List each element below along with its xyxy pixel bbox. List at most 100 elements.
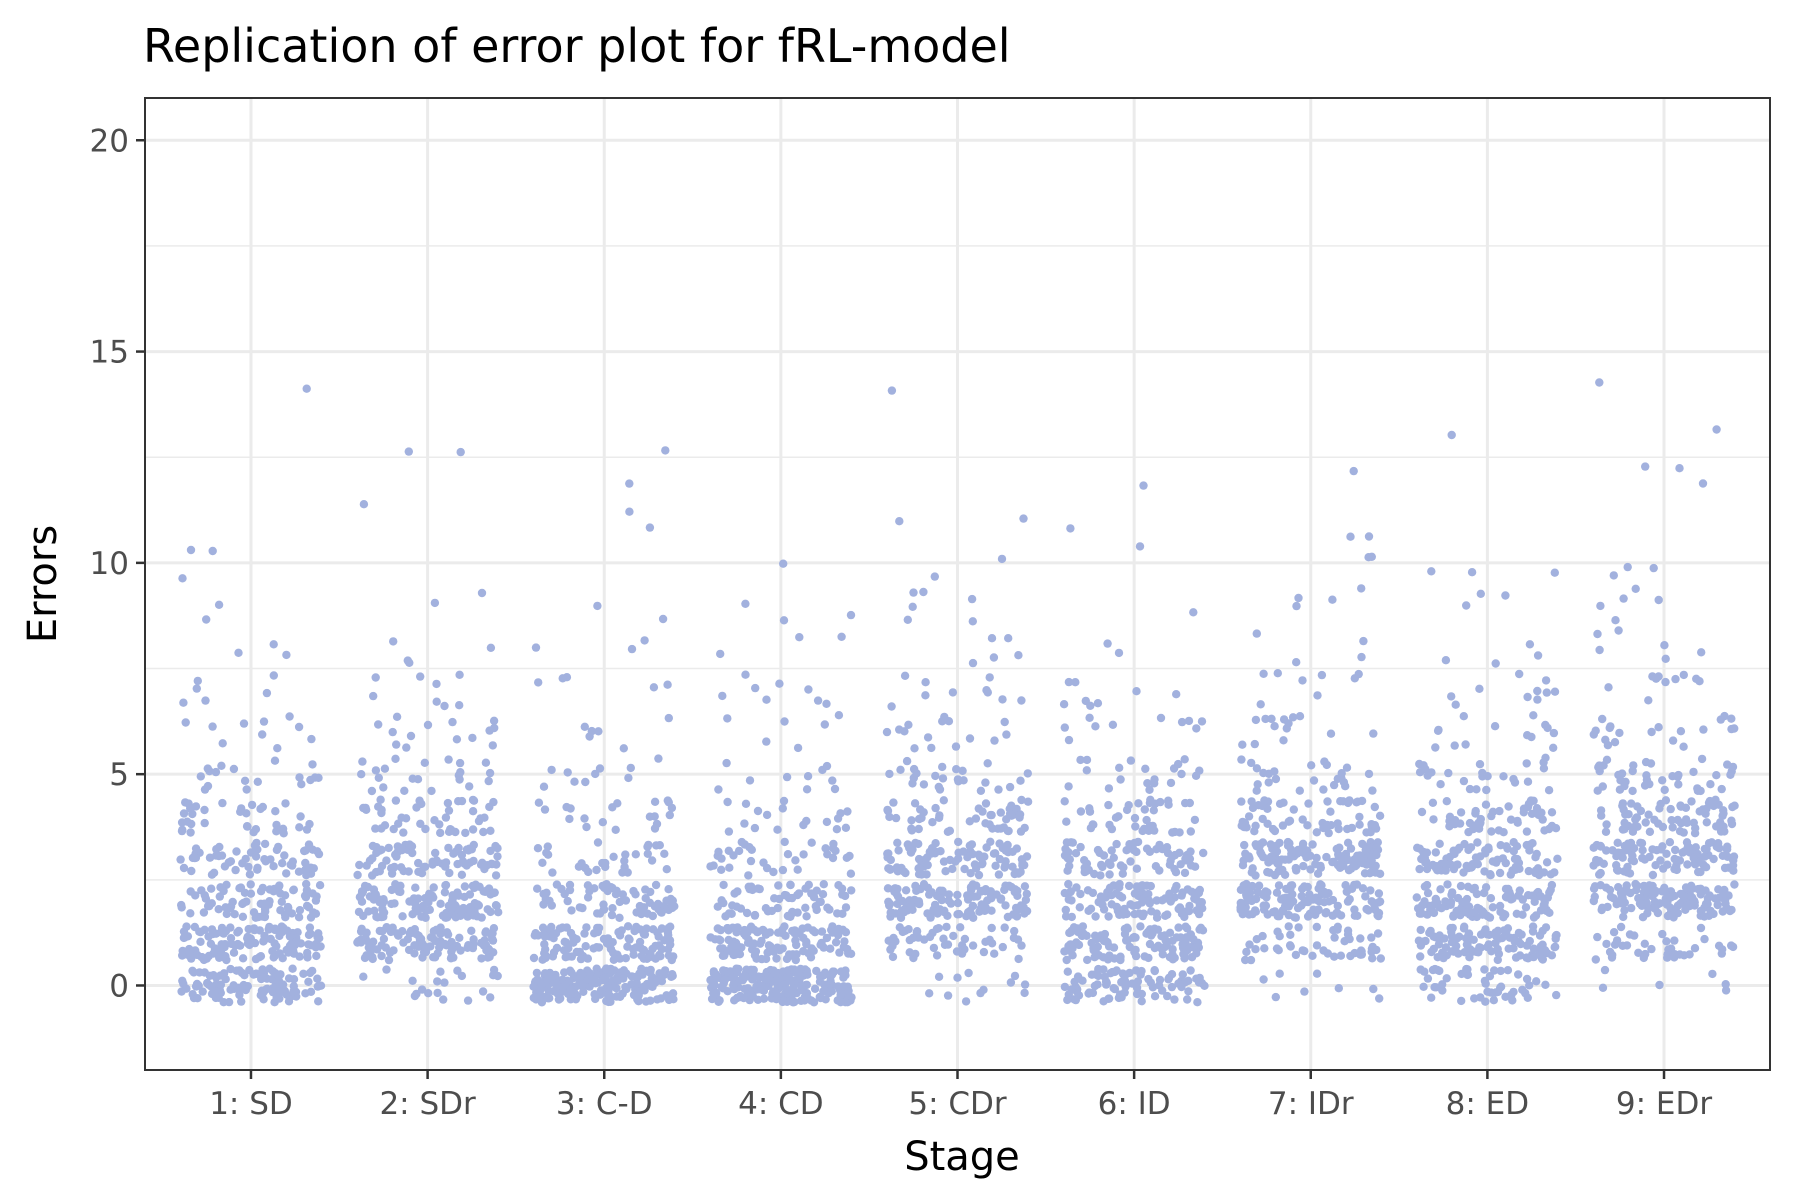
- x-axis-title: Stage: [904, 1134, 1020, 1180]
- data-point: [716, 925, 725, 935]
- data-point: [1522, 974, 1532, 984]
- data-point: [995, 854, 1004, 864]
- data-point: [1059, 700, 1069, 709]
- data-point: [593, 838, 603, 847]
- data-point: [653, 899, 663, 909]
- data-point: [839, 969, 849, 978]
- data-point: [1095, 848, 1104, 858]
- data-point: [1612, 865, 1622, 874]
- data-point: [1071, 849, 1081, 858]
- data-point: [1019, 514, 1028, 523]
- data-point: [1648, 845, 1657, 854]
- data-point: [590, 929, 599, 938]
- data-point: [1016, 776, 1025, 785]
- data-point: [641, 894, 650, 903]
- data-point: [815, 992, 824, 1002]
- data-point: [1552, 990, 1561, 1000]
- data-point: [272, 827, 281, 836]
- data-point: [1600, 965, 1610, 975]
- data-point: [779, 559, 788, 568]
- data-point: [1190, 815, 1200, 825]
- data-point: [968, 617, 977, 626]
- data-point: [585, 969, 595, 978]
- data-point: [1008, 847, 1017, 856]
- data-point: [887, 386, 897, 395]
- data-point: [766, 942, 775, 951]
- data-point: [896, 765, 905, 774]
- data-point: [978, 859, 987, 868]
- data-point: [1264, 778, 1273, 787]
- data-point: [1654, 723, 1663, 732]
- data-point: [1616, 888, 1626, 898]
- data-point: [457, 796, 467, 806]
- data-point: [1192, 895, 1201, 904]
- data-point: [1314, 905, 1323, 914]
- data-point: [1655, 980, 1664, 990]
- data-point: [1087, 938, 1096, 948]
- data-point: [1372, 843, 1381, 852]
- data-point: [1483, 942, 1492, 952]
- data-point: [1480, 867, 1489, 876]
- data-point: [762, 695, 771, 704]
- data-point: [907, 826, 917, 835]
- data-point: [1514, 970, 1523, 979]
- data-point: [639, 982, 648, 991]
- data-point: [1313, 869, 1323, 878]
- data-point: [186, 909, 195, 918]
- data-point: [1074, 940, 1084, 950]
- data-point: [217, 761, 226, 770]
- data-point: [1513, 854, 1522, 864]
- data-point: [706, 933, 715, 942]
- data-point: [427, 786, 436, 796]
- data-point: [1713, 900, 1722, 910]
- data-point: [772, 954, 781, 963]
- data-point: [981, 819, 990, 828]
- data-point: [888, 952, 898, 962]
- data-point: [1180, 868, 1190, 878]
- data-point: [361, 803, 370, 813]
- data-point: [1435, 936, 1444, 945]
- data-point: [542, 888, 551, 897]
- data-point: [389, 637, 398, 646]
- data-point: [1708, 969, 1717, 979]
- data-point: [734, 846, 744, 856]
- data-point: [1151, 799, 1160, 808]
- data-point: [1259, 975, 1268, 984]
- data-point: [1501, 858, 1511, 868]
- data-point: [1645, 827, 1655, 836]
- data-point: [455, 933, 464, 942]
- data-point: [1076, 807, 1086, 816]
- data-point: [719, 898, 728, 908]
- data-point: [533, 884, 542, 893]
- data-point: [1286, 845, 1296, 854]
- data-point: [264, 900, 273, 909]
- data-point: [1369, 898, 1378, 908]
- data-point: [283, 926, 292, 935]
- data-point: [1487, 811, 1496, 821]
- data-point: [1300, 987, 1309, 996]
- data-point: [643, 849, 652, 858]
- data-point: [931, 839, 940, 848]
- data-point: [1120, 904, 1129, 914]
- data-point: [1550, 568, 1560, 577]
- data-point: [1636, 806, 1646, 816]
- data-point: [979, 852, 988, 861]
- data-point: [1060, 723, 1070, 732]
- data-point: [1080, 856, 1089, 865]
- data-point: [1457, 996, 1466, 1006]
- data-point: [1470, 908, 1479, 917]
- data-point: [740, 819, 749, 828]
- data-point: [1666, 804, 1675, 814]
- data-point: [1595, 761, 1604, 770]
- data-point: [792, 950, 801, 959]
- data-point: [269, 671, 278, 680]
- y-tick-label: 20: [90, 123, 129, 159]
- data-point: [838, 909, 847, 918]
- data-point: [1349, 466, 1358, 476]
- data-point: [532, 968, 542, 978]
- data-point: [1544, 786, 1554, 795]
- data-point: [1309, 776, 1319, 785]
- data-point: [933, 909, 942, 918]
- data-point: [753, 806, 763, 816]
- data-point: [1328, 911, 1338, 920]
